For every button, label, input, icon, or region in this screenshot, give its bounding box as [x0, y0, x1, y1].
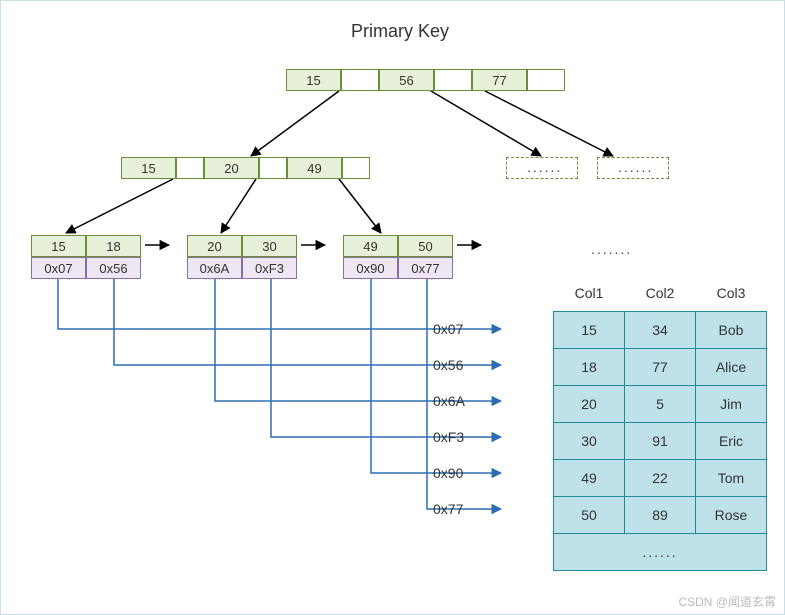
leaf-key: 49 — [343, 235, 398, 257]
pointer-address: 0x56 — [433, 357, 463, 373]
leaf-key: 50 — [398, 235, 453, 257]
pointer-address: 0x77 — [433, 501, 463, 517]
root-key: 56 — [379, 69, 434, 91]
table-row: 1534Bob — [554, 312, 767, 349]
table-row: 3091Eric — [554, 423, 767, 460]
pointer-address: 0x90 — [433, 465, 463, 481]
pointer-address: 0xF3 — [433, 429, 464, 445]
table-header: Col1 — [554, 279, 625, 312]
internal-ptr-slot — [259, 157, 287, 179]
leaf-ptr: 0xF3 — [242, 257, 297, 279]
table-cell: 49 — [554, 460, 625, 497]
continuation-dots: ....... — [591, 241, 632, 257]
placeholder-dots: ...... — [527, 159, 562, 175]
table-cell: Rose — [696, 497, 767, 534]
internal-ptr-slot — [176, 157, 204, 179]
table-row: 5089Rose — [554, 497, 767, 534]
data-table: Col1Col2Col3 1534Bob1877Alice205Jim3091E… — [553, 279, 767, 571]
table-row: 205Jim — [554, 386, 767, 423]
table-cell: Alice — [696, 349, 767, 386]
leaf-ptr: 0x6A — [187, 257, 242, 279]
table-cell: 34 — [625, 312, 696, 349]
table-row: 4922Tom — [554, 460, 767, 497]
placeholder-dots: ...... — [618, 159, 653, 175]
leaf-ptr: 0x90 — [343, 257, 398, 279]
leaf-ptr: 0x07 — [31, 257, 86, 279]
internal-key: 15 — [121, 157, 176, 179]
table-header: Col3 — [696, 279, 767, 312]
leaf-key: 18 — [86, 235, 141, 257]
root-key: 15 — [286, 69, 341, 91]
table-cell: Eric — [696, 423, 767, 460]
table-row: 1877Alice — [554, 349, 767, 386]
table-cell: 50 — [554, 497, 625, 534]
table-cell: 22 — [625, 460, 696, 497]
internal-key: 20 — [204, 157, 259, 179]
root-ptr-slot — [527, 69, 565, 91]
leaf-ptr: 0x77 — [398, 257, 453, 279]
table-cell: 77 — [625, 349, 696, 386]
table-cell: 89 — [625, 497, 696, 534]
root-ptr-slot — [434, 69, 472, 91]
table-cell: 20 — [554, 386, 625, 423]
root-ptr-slot — [341, 69, 379, 91]
table-ellipsis: ...... — [554, 534, 767, 571]
leaf-key: 15 — [31, 235, 86, 257]
table-row: ...... — [554, 534, 767, 571]
leaf-key: 20 — [187, 235, 242, 257]
table-cell: Bob — [696, 312, 767, 349]
internal-key: 49 — [287, 157, 342, 179]
table-cell: 18 — [554, 349, 625, 386]
internal-ptr-slot — [342, 157, 370, 179]
pointer-address: 0x07 — [433, 321, 463, 337]
leaf-ptr: 0x56 — [86, 257, 141, 279]
leaf-key: 30 — [242, 235, 297, 257]
table-cell: Tom — [696, 460, 767, 497]
table-cell: 5 — [625, 386, 696, 423]
watermark: CSDN @闻道玄霄 — [678, 593, 776, 610]
table-cell: 91 — [625, 423, 696, 460]
table-cell: Jim — [696, 386, 767, 423]
table-cell: 30 — [554, 423, 625, 460]
root-key: 77 — [472, 69, 527, 91]
table-cell: 15 — [554, 312, 625, 349]
pointer-address: 0x6A — [433, 393, 465, 409]
diagram-title: Primary Key — [351, 21, 449, 42]
table-header: Col2 — [625, 279, 696, 312]
